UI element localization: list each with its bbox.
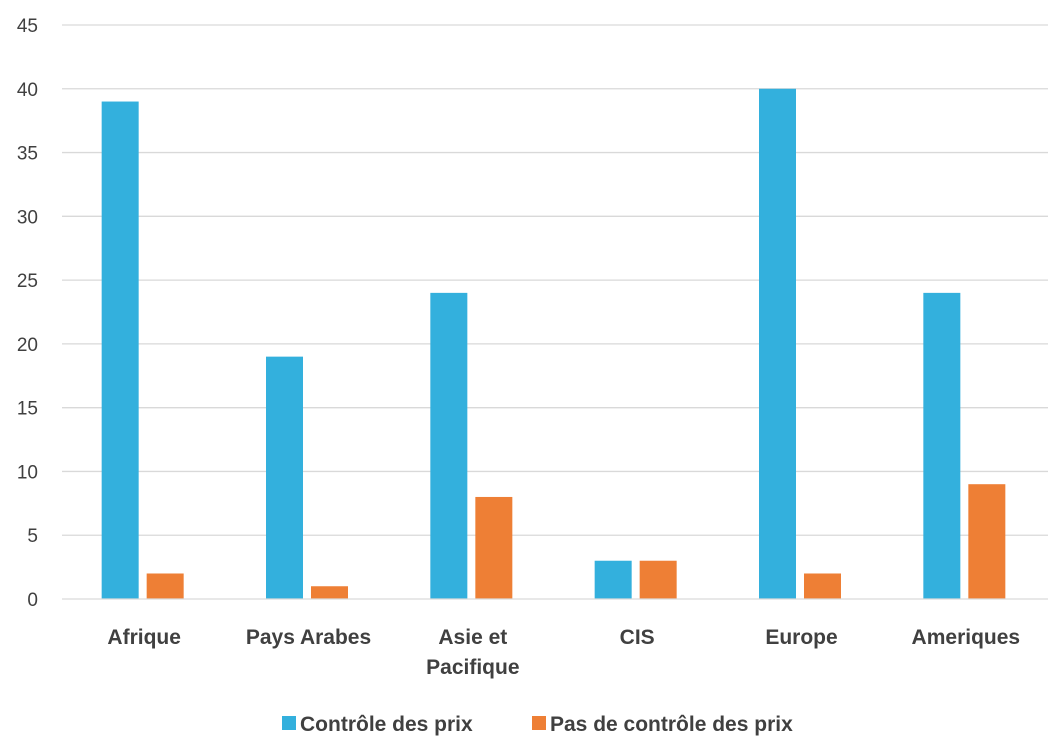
bar-series1-cat4 — [594, 560, 632, 599]
bar-series1-cat2 — [266, 356, 303, 599]
y-tick-label: 10 — [17, 462, 38, 483]
gridlines — [62, 24, 1048, 536]
x-category-label: Asie et Pacifique — [426, 626, 519, 679]
bar-series2-cat3 — [475, 496, 513, 599]
x-category-label: Europe — [765, 626, 837, 649]
legend-label-1: Contrôle des prix — [300, 713, 473, 736]
y-tick-label: 35 — [17, 144, 38, 165]
x-category-label: Ameriques — [912, 626, 1021, 649]
legend: Contrôle des prix Pas de contrôle des pri… — [282, 713, 793, 736]
legend-swatch-2 — [532, 716, 546, 730]
legend-label-2: Pas de contrôle des prix — [550, 713, 793, 736]
x-category-label: CIS — [620, 626, 655, 649]
y-tick-label: 40 — [17, 80, 38, 101]
bars — [101, 88, 1006, 600]
y-tick-label: 30 — [17, 207, 38, 228]
y-tick-label: 5 — [27, 526, 38, 547]
bar-series2-cat1 — [146, 573, 184, 599]
bar-series2-cat4 — [639, 560, 677, 599]
bar-series2-cat5 — [804, 573, 841, 599]
bar-series1-cat5 — [759, 88, 796, 600]
bar-series1-cat1 — [101, 101, 139, 600]
bar-series1-cat6 — [923, 292, 961, 599]
y-axis-tick-labels: 0 5 10 15 20 25 30 35 40 45 — [17, 16, 38, 611]
bar-series2-cat2 — [311, 586, 348, 599]
bar-series1-cat3 — [430, 292, 468, 599]
legend-swatch-1 — [282, 716, 296, 730]
bar-series2-cat6 — [968, 484, 1006, 599]
x-category-label: Pays Arabes — [246, 626, 371, 649]
y-tick-label: 0 — [27, 590, 38, 611]
x-axis-category-labels: Afrique Pays Arabes Asie et Pacifique CIS Eur… — [107, 626, 1020, 679]
y-tick-label: 15 — [17, 399, 38, 420]
y-tick-label: 45 — [17, 16, 38, 37]
y-tick-label: 20 — [17, 335, 38, 356]
y-tick-label: 25 — [17, 271, 38, 292]
x-category-label: Afrique — [107, 626, 181, 649]
